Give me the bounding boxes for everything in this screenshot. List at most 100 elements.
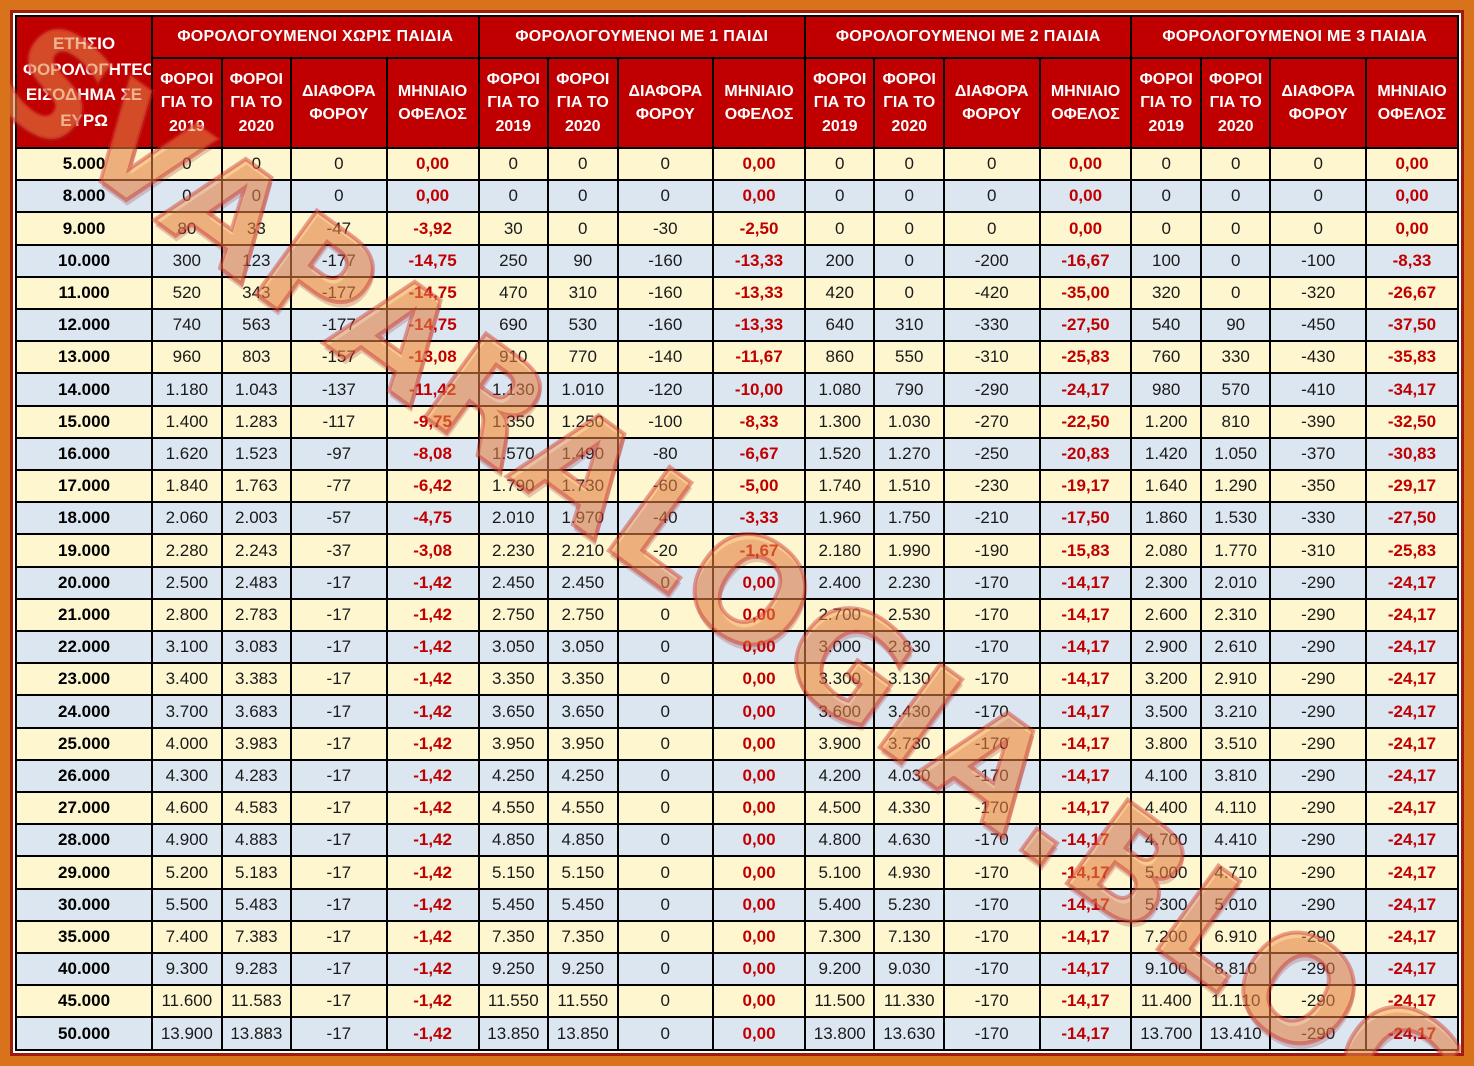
value-cell: 0 — [220, 179, 293, 214]
monthly-benefit-cell: -1,67 — [712, 533, 806, 568]
value-cell: 4.710 — [1199, 855, 1272, 890]
value-cell: 1.030 — [873, 404, 945, 439]
value-cell: 4.400 — [1130, 791, 1202, 826]
value-cell: -170 — [942, 726, 1041, 761]
table-row: 26.000 4.300 4.283 -17 -1,42 4.250 4.250 0 0,00 4… — [14, 758, 1460, 794]
income-cell: 24.000 — [14, 694, 154, 729]
value-cell: -310 — [1269, 533, 1367, 568]
value-cell: -17 — [290, 855, 388, 890]
sub-header-g1-1: ΦΟΡΟΙ ΓΙΑ ΤΟ 2020 — [547, 57, 619, 149]
table-row: 35.000 7.400 7.383 -17 -1,42 7.350 7.350 0 0,00 7… — [14, 919, 1460, 955]
monthly-benefit-cell: -1,42 — [385, 823, 480, 858]
value-cell: -17 — [290, 726, 388, 761]
value-cell: 3.950 — [547, 726, 619, 761]
table-row: 13.000 960 803 -157 -13,08 910 770 -140 -11,67 86… — [14, 340, 1460, 375]
value-cell: -17 — [290, 952, 388, 987]
table-row: 16.000 1.620 1.523 -97 -8,08 1.570 1.490 -80 -6,… — [14, 436, 1460, 472]
value-cell: 3.683 — [220, 694, 293, 729]
value-cell: 0 — [220, 146, 293, 182]
value-cell: 980 — [1130, 372, 1202, 407]
value-cell: 1.750 — [873, 501, 945, 536]
value-cell: -410 — [1269, 372, 1367, 407]
value-cell: 1.050 — [1199, 436, 1272, 472]
table-row: 8.000 0 0 0 0,00 0 0 0 0,00 0 0 0 0,00 0 0 0 0,00 — [14, 179, 1460, 214]
income-cell: 26.000 — [14, 758, 154, 794]
group-header-0: ΦΟΡΟΛΟΓΟΥΜΕΝΟΙ ΧΩΡΙΣ ΠΑΙΔΙΑ — [151, 15, 480, 59]
monthly-benefit-cell: 0,00 — [712, 887, 806, 922]
value-cell: -117 — [290, 404, 388, 439]
income-cell: 30.000 — [14, 887, 154, 922]
value-cell: 4.283 — [220, 758, 293, 794]
value-cell: 9.250 — [547, 952, 619, 987]
value-cell: 5.150 — [477, 855, 550, 890]
sub-header-g3-1: ΦΟΡΟΙ ΓΙΑ ΤΟ 2020 — [1199, 57, 1272, 149]
value-cell: -290 — [1269, 694, 1367, 729]
monthly-benefit-cell: -29,17 — [1364, 469, 1460, 504]
value-cell: 0 — [616, 179, 715, 214]
value-cell: 2.230 — [477, 533, 550, 568]
value-cell: -17 — [290, 694, 388, 729]
monthly-benefit-cell: -6,42 — [385, 469, 480, 504]
value-cell: 2.750 — [547, 597, 619, 633]
value-cell: 9.283 — [220, 952, 293, 987]
value-cell: 1.283 — [220, 404, 293, 439]
value-cell: 3.430 — [873, 694, 945, 729]
value-cell: 0 — [616, 146, 715, 182]
sub-header-g0-3: ΜΗΝΙΑΙΟ ΟΦΕΛΟΣ — [385, 57, 480, 149]
monthly-benefit-cell: -22,50 — [1038, 404, 1133, 439]
value-cell: 7.130 — [873, 919, 945, 955]
value-cell: -177 — [290, 243, 388, 278]
income-cell: 28.000 — [14, 823, 154, 858]
table-row: 23.000 3.400 3.383 -17 -1,42 3.350 3.350 0 0,00 3… — [14, 662, 1460, 697]
monthly-benefit-cell: -14,17 — [1038, 630, 1133, 665]
monthly-benefit-cell: 0,00 — [1038, 211, 1133, 246]
value-cell: 2.910 — [1199, 662, 1272, 697]
value-cell: 13.883 — [220, 1016, 293, 1051]
value-cell: 0 — [942, 146, 1041, 182]
value-cell: -210 — [942, 501, 1041, 536]
value-cell: -17 — [290, 758, 388, 794]
value-cell: -200 — [942, 243, 1041, 278]
value-cell: 1.763 — [220, 469, 293, 504]
value-cell: 803 — [220, 340, 293, 375]
value-cell: -170 — [942, 887, 1041, 922]
value-cell: 3.700 — [151, 694, 223, 729]
value-cell: 2.180 — [803, 533, 876, 568]
income-cell: 19.000 — [14, 533, 154, 568]
monthly-benefit-cell: -13,33 — [712, 275, 806, 311]
value-cell: 3.000 — [803, 630, 876, 665]
monthly-benefit-cell: -35,83 — [1364, 340, 1460, 375]
value-cell: 3.500 — [1130, 694, 1202, 729]
value-cell: 4.550 — [477, 791, 550, 826]
table-row: 12.000 740 563 -177 -14,75 690 530 -160 -13,33 64… — [14, 308, 1460, 343]
value-cell: 1.640 — [1130, 469, 1202, 504]
monthly-benefit-cell: -14,17 — [1038, 565, 1133, 600]
table-row: 11.000 520 343 -177 -14,75 470 310 -160 -13,33 42… — [14, 275, 1460, 311]
monthly-benefit-cell: -24,17 — [1364, 952, 1460, 987]
monthly-benefit-cell: -1,42 — [385, 791, 480, 826]
value-cell: 1.860 — [1130, 501, 1202, 536]
value-cell: 1.420 — [1130, 436, 1202, 472]
value-cell: 4.330 — [873, 791, 945, 826]
monthly-benefit-cell: -13,33 — [712, 308, 806, 343]
value-cell: 0 — [1269, 146, 1367, 182]
value-cell: 2.600 — [1130, 597, 1202, 633]
monthly-benefit-cell: 0,00 — [1038, 179, 1133, 214]
value-cell: 2.530 — [873, 597, 945, 633]
value-cell: -57 — [290, 501, 388, 536]
value-cell: 0 — [616, 984, 715, 1019]
value-cell: -420 — [942, 275, 1041, 311]
value-cell: 5.450 — [547, 887, 619, 922]
value-cell: -310 — [942, 340, 1041, 375]
value-cell: 0 — [942, 211, 1041, 246]
monthly-benefit-cell: 0,00 — [1364, 146, 1460, 182]
value-cell: 4.850 — [477, 823, 550, 858]
monthly-benefit-cell: 0,00 — [712, 791, 806, 826]
monthly-benefit-cell: 0,00 — [712, 597, 806, 633]
value-cell: 2.003 — [220, 501, 293, 536]
monthly-benefit-cell: -24,17 — [1364, 694, 1460, 729]
value-cell: 0 — [873, 179, 945, 214]
monthly-benefit-cell: -24,17 — [1364, 919, 1460, 955]
income-cell: 13.000 — [14, 340, 154, 375]
value-cell: 1.970 — [547, 501, 619, 536]
